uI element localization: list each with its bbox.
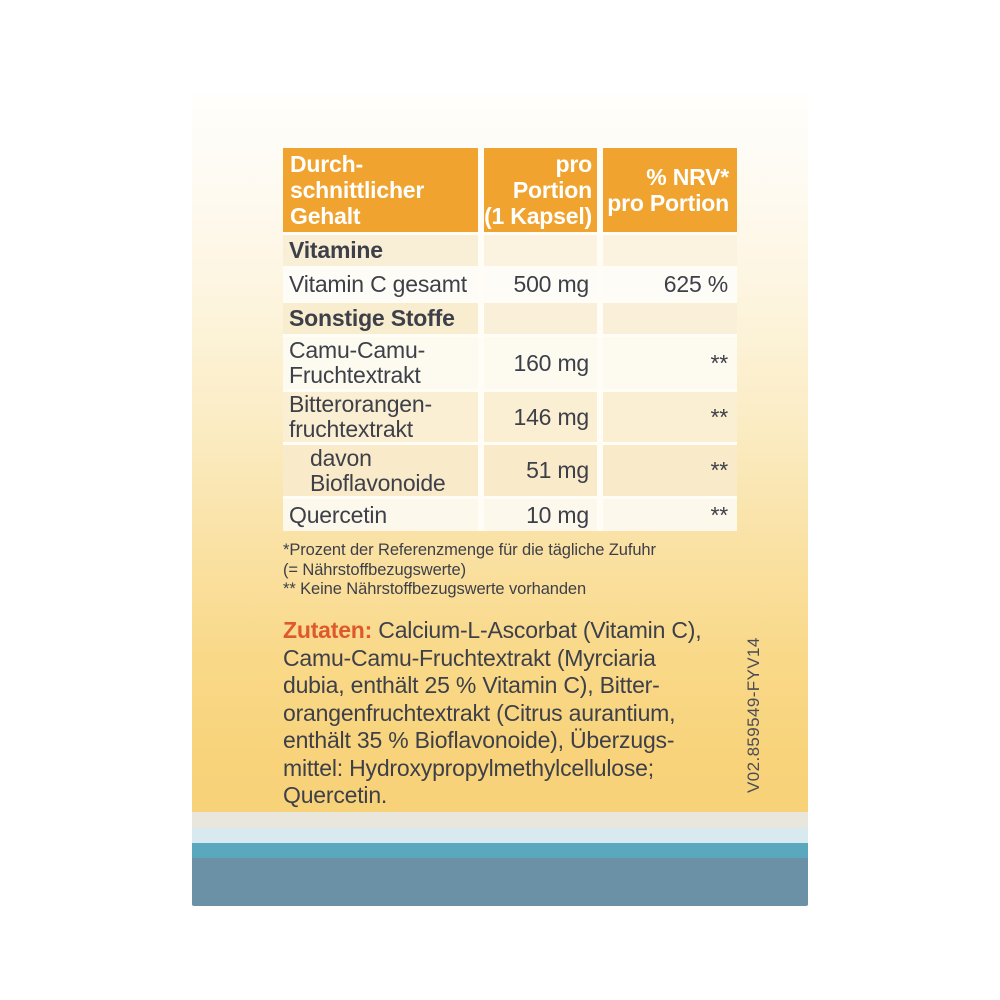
table-cell-nrv: **	[603, 337, 737, 389]
table-cell-nrv: **	[603, 392, 737, 442]
table-cell-nrv	[603, 303, 737, 334]
table-cell-nrv: **	[603, 499, 737, 531]
header-line: Gehalt	[290, 203, 361, 229]
table-header-nrv: % NRV* pro Portion	[603, 148, 737, 232]
stripe-light-gray	[192, 812, 808, 828]
ingredients-line: Camu-Camu-Fruchtextrakt (Myrciaria	[283, 644, 656, 671]
table-cell-amount	[484, 235, 597, 266]
table-cell-nrv: 625 %	[603, 269, 737, 300]
table-row-bioflavonoide: davon Bioflavonoide	[283, 445, 478, 496]
table-row-section-sonstige-stoffe: Sonstige Stoffe	[283, 303, 478, 334]
table-row-quercetin: Quercetin	[283, 499, 478, 531]
table-cell-amount	[484, 303, 597, 334]
ingredients-line: orangenfruchtextrakt (Citrus aurantium,	[283, 699, 676, 726]
table-header-per-portion: pro Portion (1 Kapsel)	[484, 148, 597, 232]
ingredients-label: Zutaten:	[283, 617, 373, 643]
ingredients-line: mittel: Hydroxypropylmethylcellulose;	[283, 754, 654, 781]
footnote-line: *Prozent der Referenzmenge für die tägli…	[283, 541, 656, 559]
ingredients-line: Quercetin.	[283, 782, 388, 808]
batch-code-vertical: V02.859549-FYV14	[744, 637, 763, 793]
header-line: schnittlicher	[290, 177, 425, 203]
nrv-footnotes: *Prozent der Referenzmenge für die tägli…	[283, 541, 743, 600]
nutrition-table: Durch- schnittlicher Gehalt pro Portion …	[283, 148, 737, 531]
header-line: pro	[555, 151, 593, 177]
ingredients-paragraph: Zutaten: Calcium-L-Ascorbat (Vitamin C),…	[283, 617, 733, 810]
table-cell-nrv: **	[603, 445, 737, 496]
stripe-pale-blue	[192, 828, 808, 843]
header-line: Durch-	[290, 151, 363, 177]
table-cell-amount: 500 mg	[484, 269, 597, 300]
table-header-average-content: Durch- schnittlicher Gehalt	[283, 148, 478, 232]
table-cell-amount: 146 mg	[484, 392, 597, 442]
header-line: Portion	[512, 177, 592, 203]
footnote-line: (= Nährstoffbezugswerte)	[283, 560, 467, 579]
table-cell-amount: 51 mg	[484, 445, 597, 496]
ingredients-line: enthält 35 % Bioflavonoide), Überzugs-	[283, 727, 675, 753]
table-cell-amount: 160 mg	[484, 337, 597, 389]
table-cell-nrv	[603, 235, 737, 266]
table-cell-amount: 10 mg	[484, 499, 597, 531]
header-line: % NRV*	[646, 164, 729, 190]
table-row-section-vitamine: Vitamine	[283, 235, 478, 266]
ingredients-line: dubia, enthält 25 % Vitamin C), Bitter-	[283, 672, 660, 698]
ingredients-line: Zutaten: Calcium-L-Ascorbat (Vitamin C),	[283, 617, 733, 645]
stripe-slate-blue	[192, 858, 808, 906]
footnote-line: ** Keine Nährstoffbezugswerte vorhanden	[283, 580, 587, 598]
table-row-vitamin-c: Vitamin C gesamt	[283, 269, 478, 300]
table-row-camu-camu: Camu-Camu- Fruchtextrakt	[283, 337, 478, 389]
stripe-teal	[192, 843, 808, 858]
header-line: (1 Kapsel)	[484, 203, 592, 229]
ingredients-text: Calcium-L-Ascorbat (Vitamin C),	[372, 617, 702, 643]
supplement-label-panel: Durch- schnittlicher Gehalt pro Portion …	[192, 93, 808, 906]
table-row-bitterorangen: Bitterorangen- fruchtextrakt	[283, 392, 478, 442]
label-yellow-area: Durch- schnittlicher Gehalt pro Portion …	[192, 93, 808, 812]
header-line: pro Portion	[607, 190, 729, 216]
